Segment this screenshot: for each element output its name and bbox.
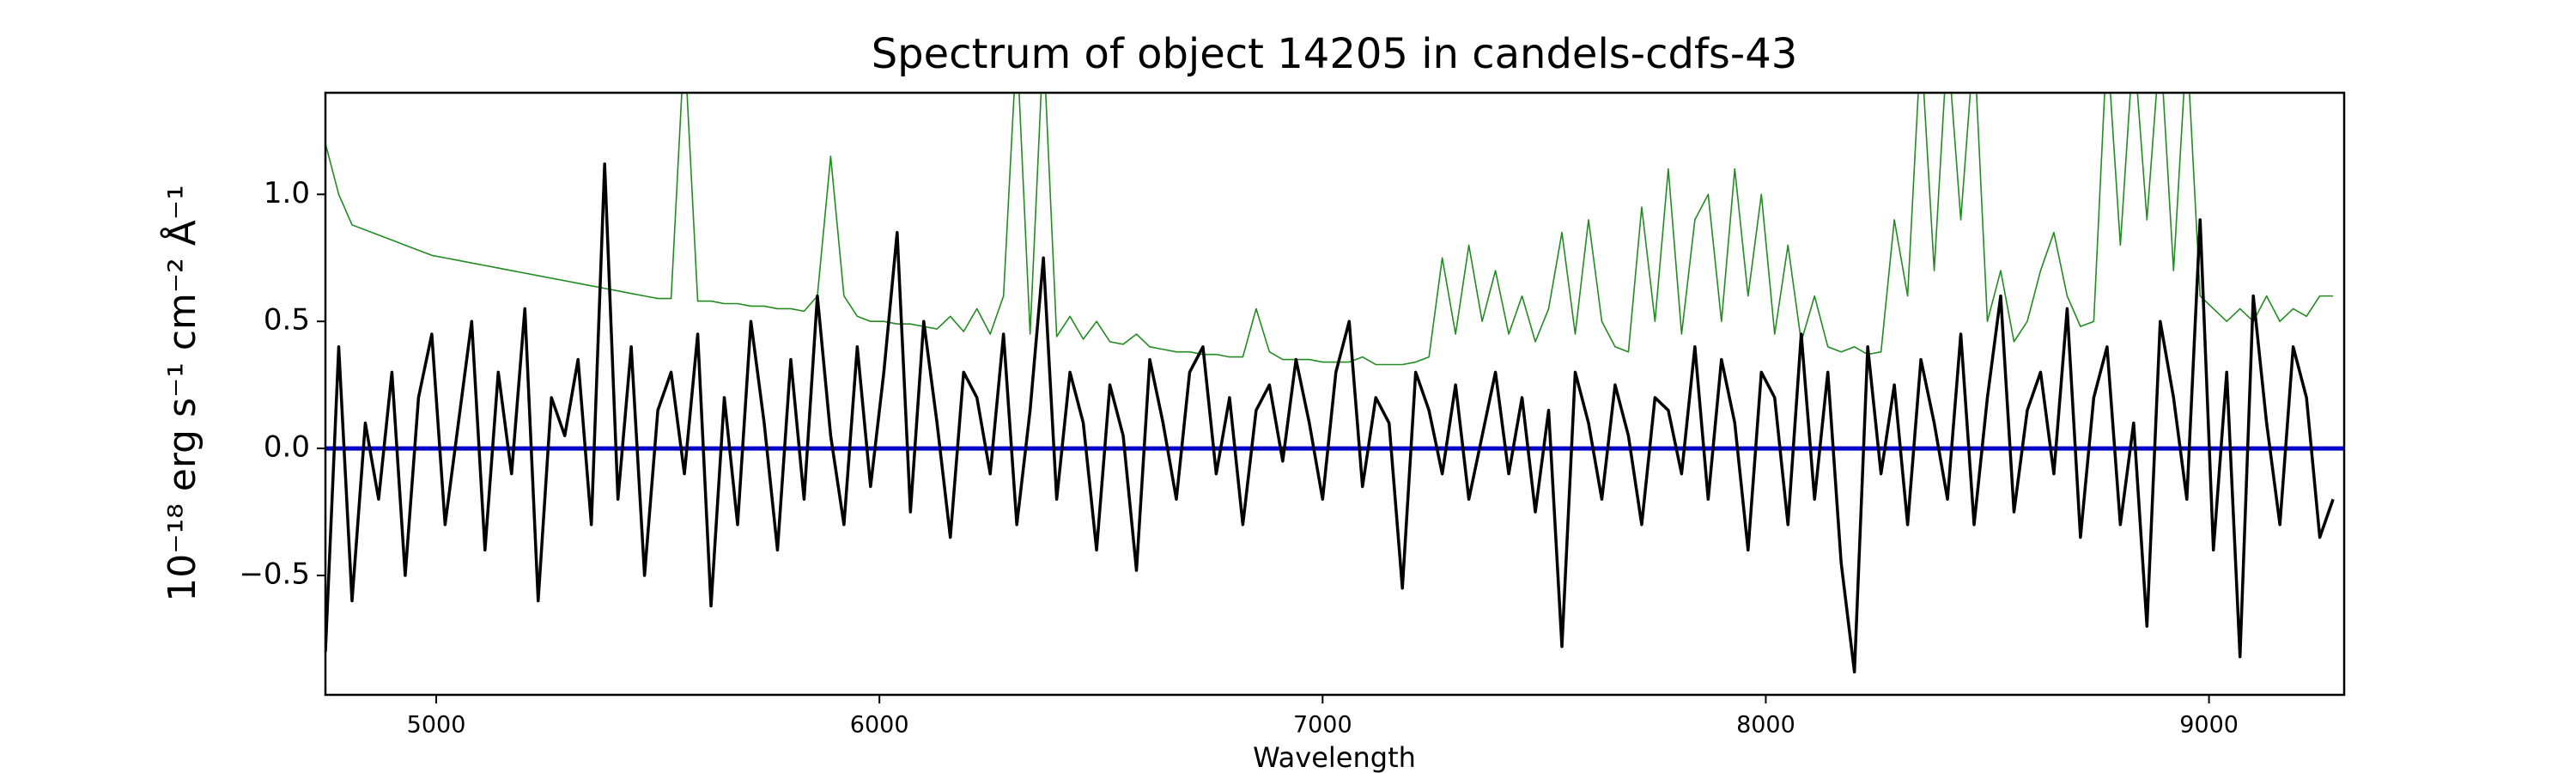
x-tick-label: 7000	[1293, 712, 1352, 739]
x-tick-label: 8000	[1736, 712, 1795, 739]
x-tick-label: 9000	[2179, 712, 2239, 739]
y-tick-label: 1.0	[264, 176, 310, 210]
x-tick-label: 5000	[407, 712, 466, 739]
spectrum-line	[325, 162, 2335, 674]
y-tick-label: 0.0	[264, 430, 310, 465]
chart-title: Spectrum of object 14205 in candels-cdfs…	[872, 30, 1798, 78]
y-axis-label: 10⁻¹⁸ erg s⁻¹ cm⁻² Å⁻¹	[159, 185, 204, 601]
y-tick-label: −0.5	[239, 557, 310, 591]
spectrum-line	[325, 93, 2334, 366]
plot-area	[325, 93, 2344, 674]
y-tick-label: 0.5	[264, 303, 310, 338]
x-tick-label: 6000	[850, 712, 909, 739]
x-axis-label: Wavelength	[1253, 741, 1416, 773]
axes-frame	[324, 91, 2346, 697]
